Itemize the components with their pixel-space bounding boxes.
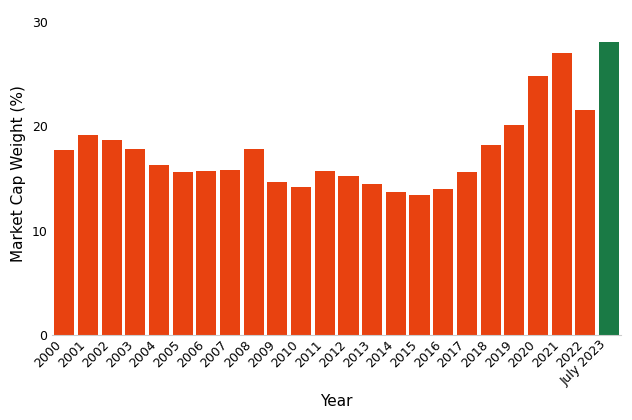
Bar: [575, 110, 595, 335]
Bar: [220, 170, 240, 335]
Bar: [362, 184, 382, 335]
Bar: [433, 189, 453, 335]
Bar: [78, 134, 98, 335]
Bar: [315, 171, 335, 335]
Bar: [102, 140, 122, 335]
Bar: [552, 53, 572, 335]
Bar: [125, 149, 145, 335]
Bar: [338, 176, 358, 335]
Bar: [599, 42, 619, 335]
Bar: [291, 187, 311, 335]
Bar: [386, 192, 406, 335]
Bar: [244, 149, 264, 335]
Bar: [267, 181, 288, 335]
Bar: [173, 172, 193, 335]
Bar: [480, 145, 501, 335]
Bar: [54, 150, 75, 335]
Bar: [528, 76, 548, 335]
X-axis label: Year: Year: [320, 394, 353, 409]
Bar: [410, 195, 430, 335]
Bar: [197, 171, 216, 335]
Y-axis label: Market Cap Weight (%): Market Cap Weight (%): [11, 85, 26, 262]
Bar: [504, 125, 525, 335]
Bar: [149, 165, 169, 335]
Bar: [457, 172, 477, 335]
